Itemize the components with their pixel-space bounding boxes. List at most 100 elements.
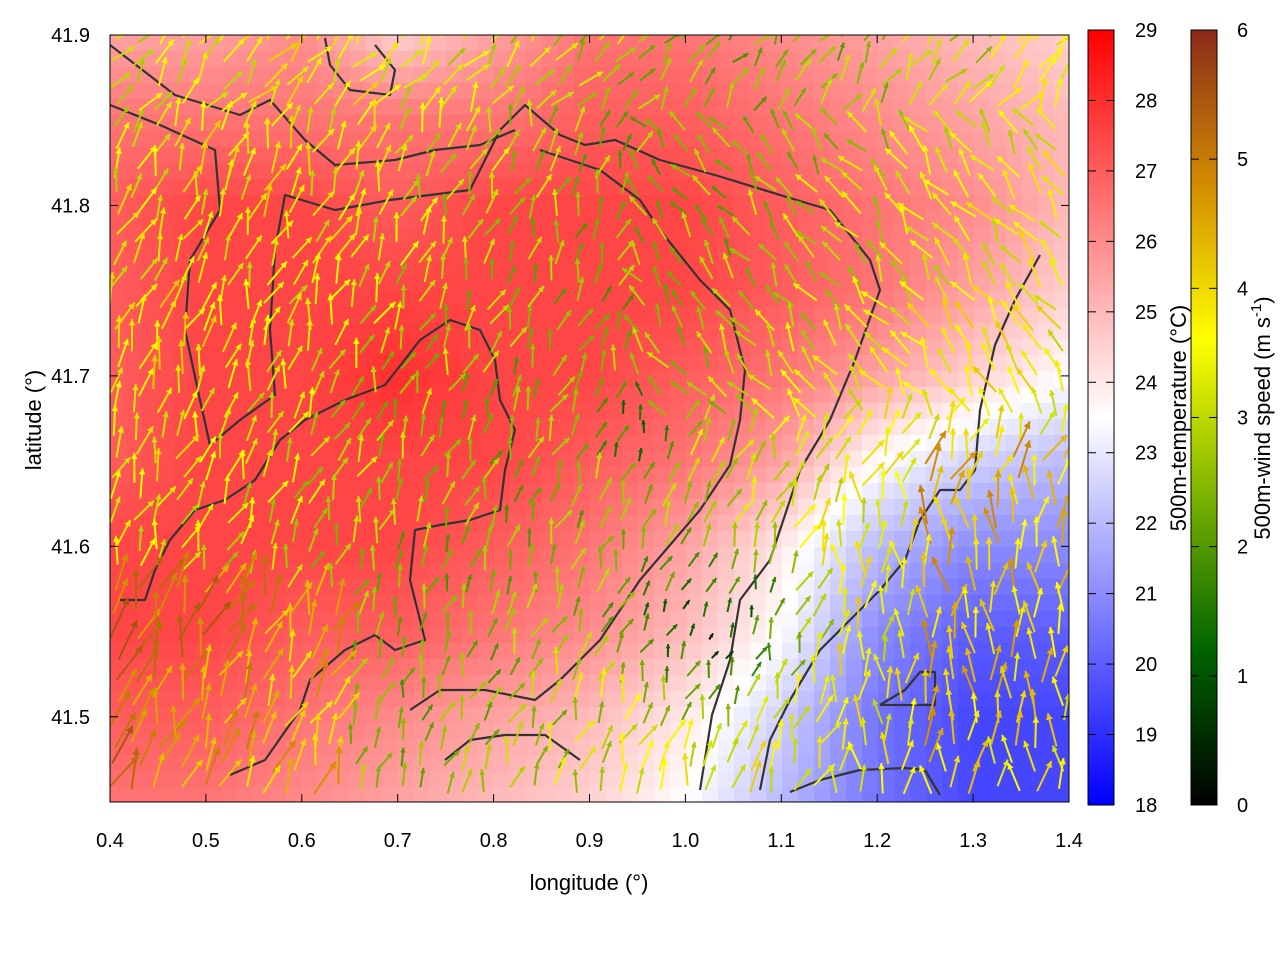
- heatmap-cell: [366, 51, 383, 68]
- heatmap-cell: [350, 291, 367, 308]
- heatmap-cell: [398, 291, 415, 308]
- heatmap-cell: [270, 659, 287, 676]
- heatmap-cell: [478, 643, 495, 660]
- colorbar-tick-label: 21: [1135, 584, 1157, 606]
- heatmap-cell: [222, 627, 239, 644]
- heatmap-cell: [862, 787, 879, 802]
- heatmap-cell: [670, 595, 687, 612]
- heatmap-cell: [734, 307, 751, 324]
- heatmap-cell: [110, 787, 127, 802]
- heatmap-cell: [366, 675, 383, 692]
- heatmap-cell: [974, 563, 991, 580]
- heatmap-cell: [1006, 499, 1023, 516]
- heatmap-cell: [510, 275, 527, 292]
- heatmap-cell: [126, 35, 143, 52]
- heatmap-cell: [782, 99, 799, 116]
- heatmap-cell: [1022, 579, 1039, 596]
- heatmap-cell: [750, 675, 767, 692]
- heatmap-cell: [350, 675, 367, 692]
- heatmap-cell: [334, 499, 351, 516]
- heatmap-cell: [478, 355, 495, 372]
- heatmap-cell: [862, 515, 879, 532]
- heatmap-cell: [734, 35, 751, 52]
- heatmap-cell: [142, 499, 159, 516]
- wind-vector: [840, 35, 844, 38]
- heatmap-cell: [814, 387, 831, 404]
- heatmap-cell: [1006, 323, 1023, 340]
- heatmap-cell: [206, 515, 223, 532]
- heatmap-cell: [382, 211, 399, 228]
- heatmap-cell: [1022, 195, 1039, 212]
- heatmap-cell: [638, 275, 655, 292]
- heatmap-cell: [270, 739, 287, 756]
- heatmap-cell: [862, 547, 879, 564]
- heatmap-cell: [1022, 435, 1039, 452]
- heatmap-cell: [318, 451, 335, 468]
- heatmap-cell: [878, 323, 895, 340]
- heatmap-cell: [206, 339, 223, 356]
- heatmap-cell: [622, 643, 639, 660]
- heatmap-cell: [270, 115, 287, 132]
- heatmap-cell: [782, 67, 799, 84]
- heatmap-cell: [590, 419, 607, 436]
- heatmap-cell: [830, 99, 847, 116]
- wind-vector: [155, 38, 175, 64]
- heatmap-cell: [622, 403, 639, 420]
- heatmap-cell: [222, 195, 239, 212]
- heatmap-cell: [670, 99, 687, 116]
- wind-vector: [864, 41, 872, 64]
- heatmap-cell: [734, 563, 751, 580]
- heatmap-cell: [734, 371, 751, 388]
- heatmap-cell: [718, 179, 735, 196]
- heatmap-cell: [526, 355, 543, 372]
- heatmap-cell: [942, 403, 959, 420]
- heatmap-cell: [142, 323, 159, 340]
- heatmap-cell: [478, 179, 495, 196]
- heatmap-cell: [1006, 563, 1023, 580]
- heatmap-cell: [606, 691, 623, 708]
- heatmap-cell: [926, 627, 943, 644]
- heatmap-cell: [910, 163, 927, 180]
- heatmap-cell: [606, 163, 623, 180]
- heatmap-cell: [766, 627, 783, 644]
- heatmap-cell: [1022, 371, 1039, 388]
- heatmap-cell: [558, 291, 575, 308]
- heatmap-cell: [878, 307, 895, 324]
- heatmap-cell: [238, 435, 255, 452]
- heatmap-cell: [382, 275, 399, 292]
- heatmap-cell: [606, 531, 623, 548]
- colorbar-tick-label: 3: [1237, 408, 1248, 430]
- colorbar-tick-label: 27: [1135, 161, 1157, 183]
- heatmap-cell: [398, 771, 415, 788]
- heatmap-cell: [526, 211, 543, 228]
- heatmap-cell: [558, 467, 575, 484]
- wind-vector: [401, 48, 424, 68]
- heatmap-cell: [974, 307, 991, 324]
- heatmap-cell: [542, 227, 559, 244]
- heatmap-cell: [814, 659, 831, 676]
- heatmap-cell: [1006, 691, 1023, 708]
- wind-vector: [579, 35, 589, 43]
- heatmap-cell: [366, 547, 383, 564]
- heatmap-cell: [990, 147, 1007, 164]
- heatmap-cell: [350, 787, 367, 802]
- heatmap-cell: [446, 451, 463, 468]
- heatmap-cell: [606, 707, 623, 724]
- heatmap-cell: [926, 595, 943, 612]
- heatmap-cell: [766, 563, 783, 580]
- heatmap-cell: [1038, 691, 1055, 708]
- heatmap-cell: [334, 771, 351, 788]
- heatmap-cell: [510, 707, 527, 724]
- contour-line: [444, 733, 581, 761]
- heatmap-cell: [734, 659, 751, 676]
- plot-area: [110, 35, 1069, 802]
- heatmap-cell: [702, 307, 719, 324]
- heatmap-cell: [990, 387, 1007, 404]
- wind-vector: [952, 38, 970, 63]
- heatmap-cell: [254, 243, 271, 260]
- heatmap-cell: [574, 307, 591, 324]
- heatmap-cell: [750, 499, 767, 516]
- heatmap-cell: [686, 643, 703, 660]
- heatmap-cell: [686, 275, 703, 292]
- heatmap-cell: [574, 579, 591, 596]
